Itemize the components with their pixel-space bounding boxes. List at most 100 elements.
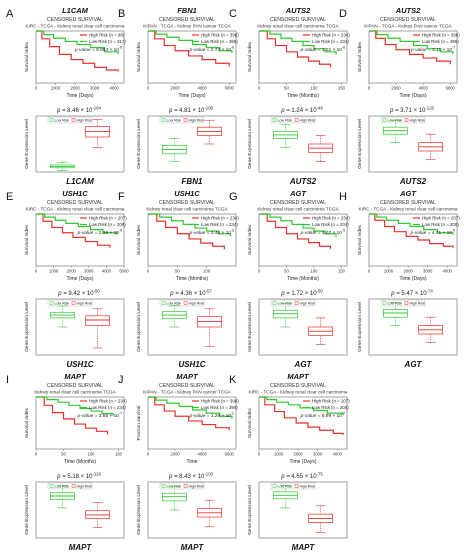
box-pvalue-value: 4.36 × 10 xyxy=(180,291,206,297)
box-ylabel: Gene Expression Level xyxy=(24,302,30,352)
box-pvalue-value: 1.72 × 10 xyxy=(291,291,317,297)
survival-line-high-risk xyxy=(36,396,109,435)
gene-title: MAPT xyxy=(176,372,199,381)
boxplot-frame xyxy=(368,298,458,356)
box-legend-low: Low Risk xyxy=(388,119,403,123)
survival-pvalue-exponent: -5 xyxy=(342,229,345,233)
survival-ylabel: Survival Index xyxy=(357,224,363,255)
box-legend-low-swatch xyxy=(272,301,277,305)
box-ylabel: Gene Expression Level xyxy=(136,485,142,535)
cohort-label: KIPAN - TCGA - Kidney PAN cancer TCGA xyxy=(364,24,452,29)
panel-letter: F xyxy=(118,191,125,203)
survival-pvalue-prefix: p-value = xyxy=(77,413,99,419)
survival-ylabel: Survival Index xyxy=(24,224,30,255)
x-tick-label: 2000 xyxy=(67,269,77,274)
box-pvalue-prefix: p = xyxy=(280,291,291,297)
x-tick-label: 50 xyxy=(284,269,289,274)
box-legend-low-swatch xyxy=(49,484,54,488)
legend-label: Low Risk (n = 396) xyxy=(201,405,238,410)
box-high-risk xyxy=(85,315,110,326)
survival-pvalue-value: 4.71 × 10 xyxy=(432,230,452,236)
survival-xlabel: Time (Months) xyxy=(287,276,319,282)
box-legend-low-swatch xyxy=(49,301,54,305)
legend-label: High Risk (n = 396) xyxy=(201,33,239,38)
box-legend-high-swatch xyxy=(294,301,299,305)
panel-letter: A xyxy=(6,8,14,20)
survival-line-low-risk xyxy=(36,396,114,416)
survival-xlabel: Time xyxy=(187,459,198,465)
x-tick-label: 4000 xyxy=(418,86,428,91)
panel-letter: K xyxy=(229,374,237,386)
survival-pvalue-value: 6.99 × 10 xyxy=(322,413,342,419)
survival-line-low-risk xyxy=(148,396,233,419)
survival-pvalue-exponent: -7 xyxy=(342,412,345,416)
cohort-label: KIRC - TCGA - Kidney renal clear cell ca… xyxy=(26,24,125,29)
boxplot-frame xyxy=(258,298,348,356)
box-legend-low-swatch xyxy=(382,301,387,305)
survival-line-high-risk xyxy=(36,213,111,248)
censored-subtitle: CENSORED SURVIVAL xyxy=(270,17,326,23)
survival-pvalue-exponent: -2 xyxy=(231,412,234,416)
gene-title: AGT xyxy=(289,189,307,198)
box-pvalue-exponent: -74 xyxy=(427,289,434,294)
cohort-label: Kidney renal clear cell carcinoma TCGA xyxy=(34,390,116,395)
survival-pvalue: p-value = 1.29 × 10-2 xyxy=(189,412,234,420)
boxplot-frame xyxy=(258,481,348,539)
survival-pvalue-prefix: p-value = xyxy=(410,47,432,53)
x-tick-label: 1000 xyxy=(384,269,394,274)
survival-pvalue-prefix: p-value = xyxy=(74,47,96,53)
x-tick-label: 100 xyxy=(311,86,319,91)
survival-xlabel: Time (Days) xyxy=(66,93,93,99)
x-tick-label: 100 xyxy=(203,269,211,274)
box-ylabel: Gene Expression Level xyxy=(247,119,253,169)
box-legend-high-swatch xyxy=(183,484,188,488)
box-pvalue-value: 8.46 × 10 xyxy=(67,108,93,114)
box-gene-label: MAPT xyxy=(69,543,93,550)
survival-line-high-risk xyxy=(259,30,332,68)
survival-pvalue-value: 3.07 × 10 xyxy=(322,230,342,236)
survival-ylabel: Survival Index xyxy=(136,41,142,72)
survival-line-high-risk xyxy=(148,396,230,431)
boxplot-frame xyxy=(147,115,237,173)
panel-letter: B xyxy=(118,8,125,20)
legend-label: Low Risk (n = 317) xyxy=(89,39,126,44)
box-legend-high-swatch xyxy=(183,118,188,122)
x-tick-label: 0 xyxy=(368,86,371,91)
legend-label: High Risk (n = 207) xyxy=(312,399,350,404)
x-tick-label: 3000 xyxy=(423,269,433,274)
x-tick-label: 4000 xyxy=(333,452,343,457)
box-pvalue-value: 4.65 × 10 xyxy=(291,474,317,480)
x-tick-label: 0 xyxy=(147,86,150,91)
gene-title: AUTS2 xyxy=(395,6,421,15)
survival-line-high-risk xyxy=(259,396,344,435)
survival-plot-frame xyxy=(368,30,458,84)
box-legend-frame xyxy=(159,116,205,124)
box-pvalue: p = 9.42 × 10-50 xyxy=(57,289,100,298)
box-pvalue-exponent: -75 xyxy=(317,472,324,477)
box-legend-frame xyxy=(380,116,426,124)
survival-line-low-risk xyxy=(36,213,118,235)
box-legend-high-swatch xyxy=(183,301,188,305)
box-legend-high: High Risk xyxy=(300,119,316,123)
legend-label: Low Risk (n = 234) xyxy=(89,405,126,410)
box-ylabel: Gene Expression Level xyxy=(24,485,30,535)
x-tick-label: 0 xyxy=(368,269,371,274)
box-pvalue-exponent: -120 xyxy=(425,106,434,111)
survival-xlabel: Time (Months) xyxy=(176,276,208,282)
box-legend-high: High Risk xyxy=(189,485,205,489)
gene-title: AUTS2 xyxy=(285,6,311,15)
cohort-label: Kidney renal clear cell carcinoma TCGA xyxy=(257,207,339,212)
censored-subtitle: CENSORED SURVIVAL xyxy=(159,383,215,389)
x-tick-label: 4000 xyxy=(443,269,453,274)
survival-xlabel: Time (Days) xyxy=(399,276,426,282)
legend-label: Low Risk (n = 234) xyxy=(201,222,238,227)
censored-subtitle: CENSORED SURVIVAL xyxy=(47,200,103,206)
censored-subtitle: CENSORED SURVIVAL xyxy=(380,200,436,206)
survival-pvalue: p-value = 3.48 × 10-6 xyxy=(189,229,234,237)
box-pvalue-exponent: -116 xyxy=(93,472,102,477)
legend-label: High Risk (n = 234) xyxy=(201,216,239,221)
